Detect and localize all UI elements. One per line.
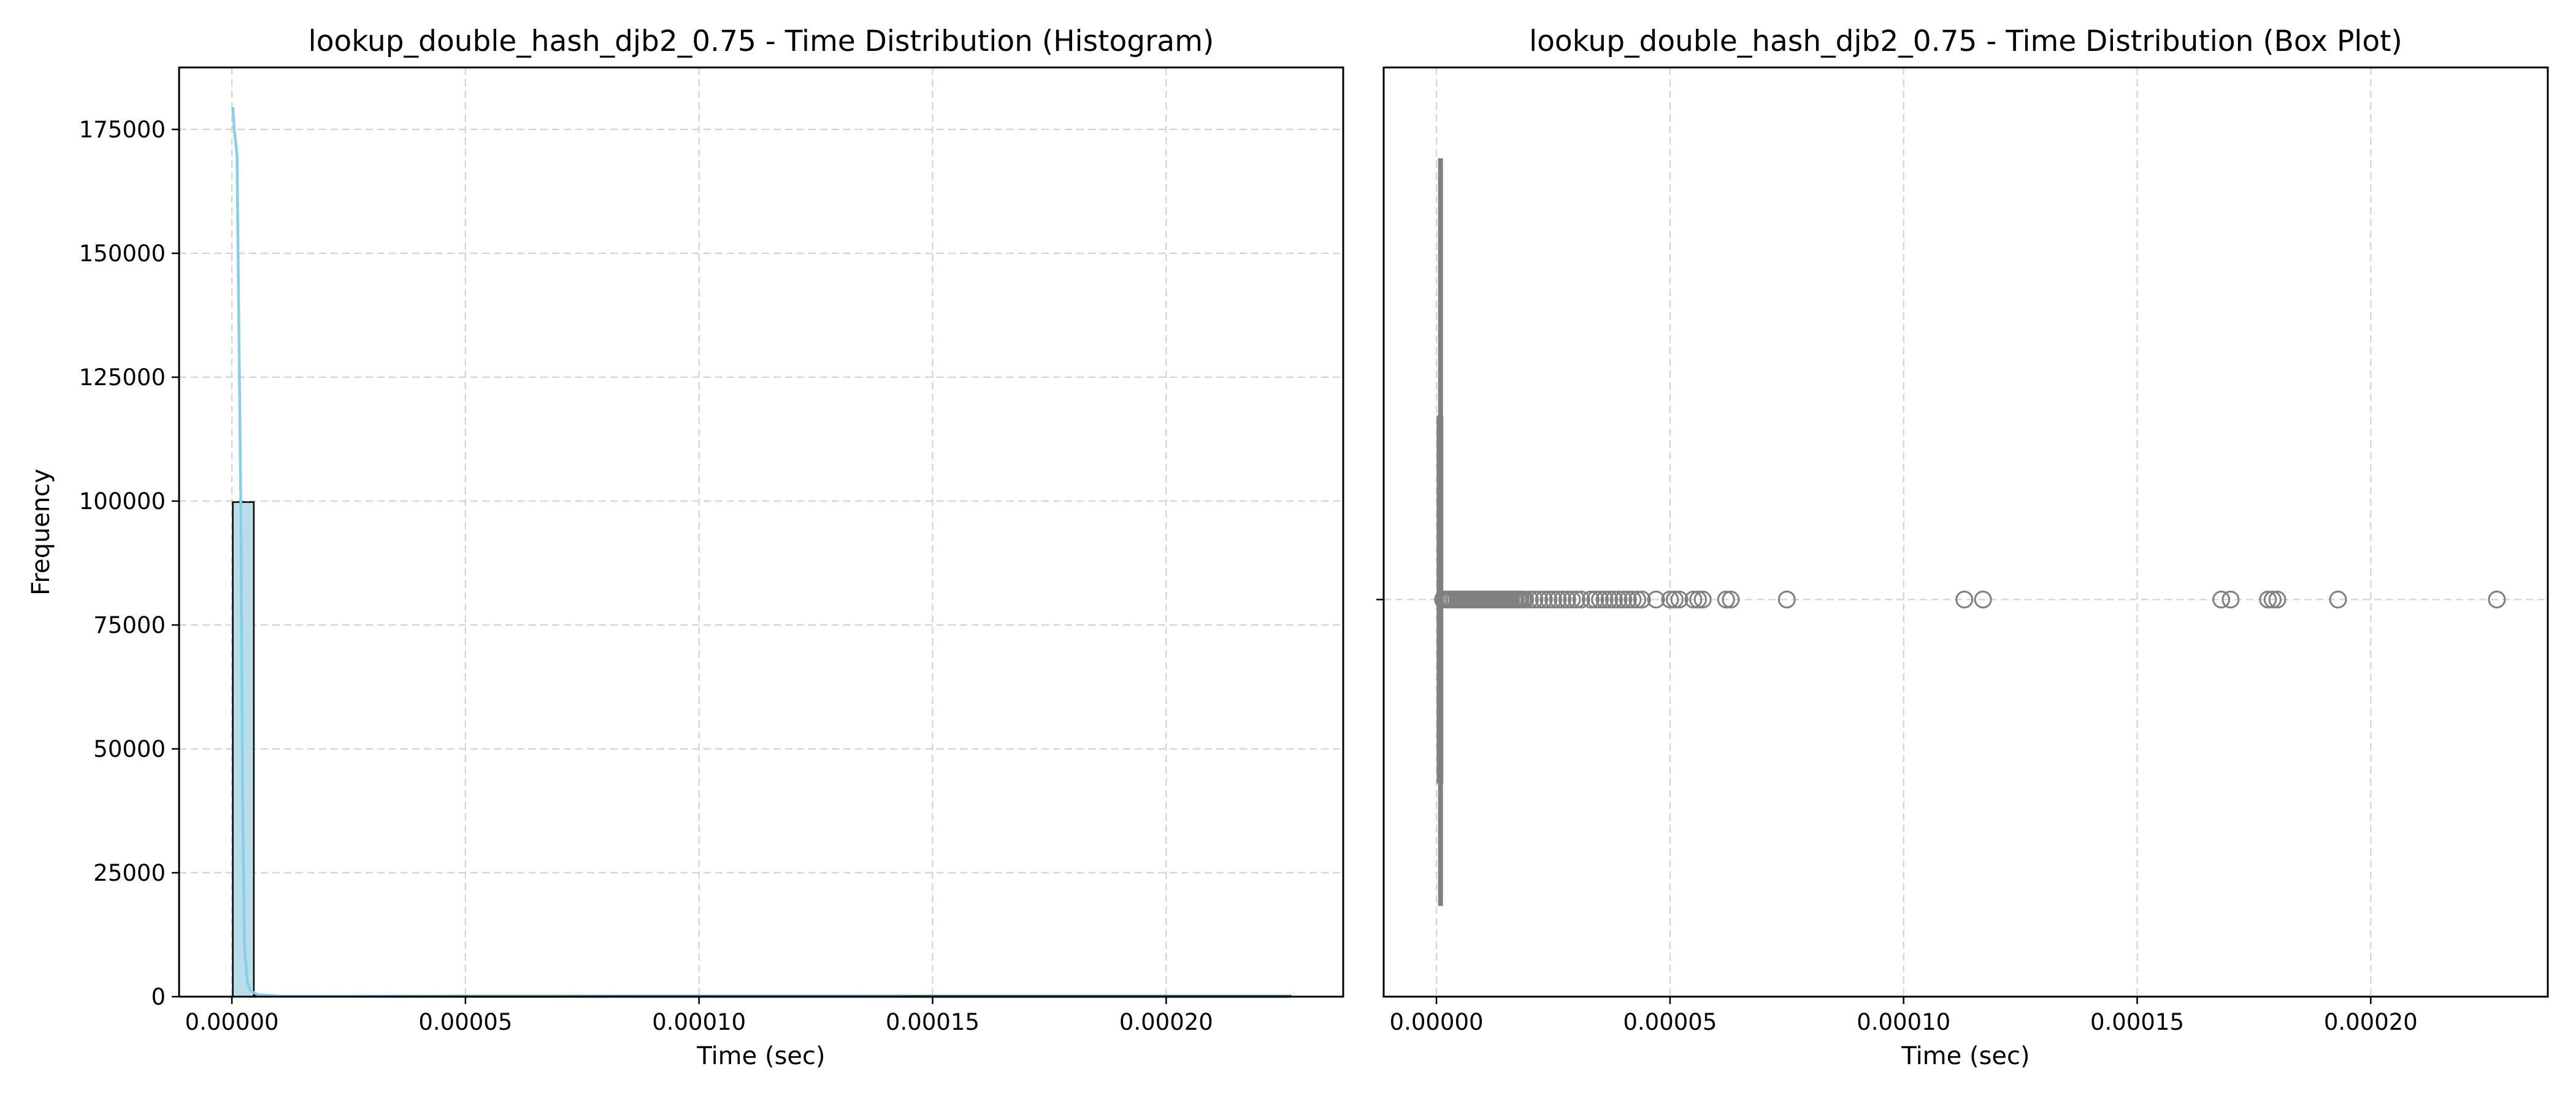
boxplot-outlier-point <box>1558 591 1576 608</box>
boxplot-title: lookup_double_hash_djb2_0.75 - Time Dist… <box>1529 25 2402 58</box>
histogram-x-axis-label: Time (sec) <box>696 1042 825 1070</box>
boxplot-outlier-point <box>1520 591 1539 608</box>
histogram-y-tick-label: 125000 <box>79 364 166 391</box>
histogram-y-tick-label: 0 <box>151 984 166 1010</box>
boxplot-outlier-point <box>2263 591 2282 608</box>
boxplot-outlier-point <box>1544 591 1562 608</box>
boxplot-outlier-point <box>1530 591 1549 608</box>
boxplot-outlier-point <box>1619 591 1637 608</box>
boxplot-outlier-point <box>2221 591 2240 608</box>
histogram-y-tick-label: 25000 <box>93 860 166 886</box>
boxplot-outlier-point <box>1955 591 1974 608</box>
boxplot-outlier-point <box>1670 591 1689 608</box>
boxplot-outlier-point <box>1717 591 1735 608</box>
boxplot-outliers <box>1434 591 2506 608</box>
boxplot-outlier-point <box>1661 591 1679 608</box>
boxplot-x-axis-label: Time (sec) <box>1901 1042 2030 1070</box>
boxplot-outlier-point <box>1633 591 1651 608</box>
boxplot-outlier-point <box>1604 591 1623 608</box>
histogram-x-tick-label: 0.00015 <box>886 1009 979 1035</box>
boxplot-grid <box>1384 67 2548 997</box>
histogram-x-tick-label: 0.00020 <box>1119 1009 1213 1035</box>
boxplot-outlier-point <box>1549 591 1567 608</box>
histogram-y-tick-label: 50000 <box>93 736 166 762</box>
histogram-x-tick-label: 0.00005 <box>418 1009 512 1035</box>
boxplot-outlier-point <box>1722 591 1740 608</box>
boxplot-outlier-point <box>1586 591 1604 608</box>
boxplot-outlier-point <box>1684 591 1703 608</box>
boxplot-outlier-point <box>2259 591 2277 608</box>
boxplot-outlier-point <box>1591 591 1609 608</box>
boxplot-outlier-point <box>1595 591 1614 608</box>
boxplot-x-tick-label: 0.00000 <box>1390 1009 1484 1035</box>
boxplot-outlier-point <box>1554 591 1572 608</box>
boxplot-outlier-point <box>1535 591 1553 608</box>
boxplot-outlier-point <box>1689 591 1708 608</box>
boxplot-x-ticks: 0.00000 0.00005 0.00010 0.00015 0.00020 <box>1390 997 2418 1035</box>
boxplot-outlier-point <box>1516 591 1535 608</box>
histogram-y-tick-label: 150000 <box>79 240 166 267</box>
boxplot-outlier-point <box>1581 591 1600 608</box>
boxplot-outlier-point <box>1572 591 1590 608</box>
boxplot-outlier-point <box>1666 591 1684 608</box>
boxplot-outlier-point <box>1693 591 1712 608</box>
boxplot-outlier-point <box>2268 591 2287 608</box>
boxplot-outlier-point <box>1777 591 1796 608</box>
boxplot-panel: 0.00000 0.00005 0.00010 0.00015 0.00020 look… <box>1376 25 2549 1070</box>
boxplot-outlier-point <box>1568 591 1586 608</box>
histogram-title: lookup_double_hash_djb2_0.75 - Time Dist… <box>309 25 1214 58</box>
histogram-y-tick-label: 175000 <box>79 117 166 143</box>
boxplot-x-tick-label: 0.00020 <box>2324 1009 2418 1035</box>
histogram-x-tick-label: 0.00000 <box>185 1009 279 1035</box>
boxplot-outlier-point <box>2329 591 2347 608</box>
histogram-x-ticks: 0.00000 0.00005 0.00010 0.00015 0.00020 <box>185 997 1213 1035</box>
boxplot-outlier-point <box>1647 591 1665 608</box>
boxplot-x-tick-label: 0.00005 <box>1623 1009 1717 1035</box>
histogram-y-tick-label: 75000 <box>93 612 166 638</box>
boxplot-outlier-point <box>1525 591 1544 608</box>
boxplot-outlier-point <box>1974 591 1992 608</box>
boxplot-outlier-point <box>1628 591 1647 608</box>
histogram-y-tick-label: 100000 <box>79 488 166 515</box>
histogram-grid <box>179 67 1343 998</box>
histogram-panel: 0.00000 0.00005 0.00010 0.00015 0.00020 0 250… <box>27 25 1344 1070</box>
boxplot-box <box>1436 158 1444 906</box>
histogram-x-tick-label: 0.00010 <box>652 1009 746 1035</box>
boxplot-outlier-point <box>1609 591 1628 608</box>
histogram-y-axis-label: Frequency <box>27 469 55 596</box>
histogram-y-ticks: 0 25000 50000 75000 100000 125000 150000 175000 <box>79 117 179 1010</box>
boxplot-x-tick-label: 0.00015 <box>2090 1009 2184 1035</box>
boxplot-outlier-point <box>1614 591 1633 608</box>
boxplot-x-tick-label: 0.00010 <box>1857 1009 1950 1035</box>
boxplot-outlier-point <box>1563 591 1581 608</box>
boxplot-outlier-point <box>1539 591 1558 608</box>
boxplot-outlier-point <box>1623 591 1642 608</box>
boxplot-outlier-point <box>1600 591 1619 608</box>
boxplot-axes-frame <box>1382 66 2549 998</box>
histogram-axes-frame <box>178 66 1344 998</box>
boxplot-outlier-point <box>2488 591 2506 608</box>
boxplot-outlier-point <box>2212 591 2231 608</box>
